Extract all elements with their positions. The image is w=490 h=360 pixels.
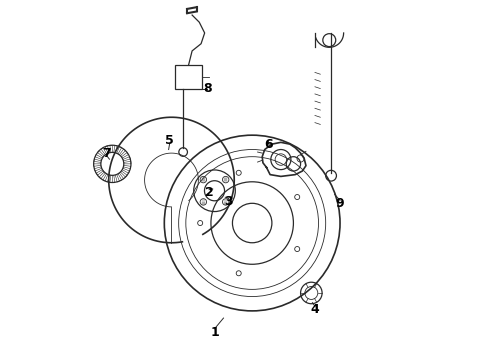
Text: 3: 3 — [224, 195, 233, 208]
Text: 7: 7 — [102, 147, 111, 159]
Text: 8: 8 — [203, 82, 212, 95]
Bar — [175, 65, 202, 89]
Text: 2: 2 — [205, 186, 214, 199]
Text: 9: 9 — [336, 197, 344, 210]
Text: 5: 5 — [165, 134, 174, 147]
Text: 1: 1 — [210, 326, 219, 339]
Text: 6: 6 — [264, 138, 272, 150]
Text: 4: 4 — [311, 303, 319, 316]
